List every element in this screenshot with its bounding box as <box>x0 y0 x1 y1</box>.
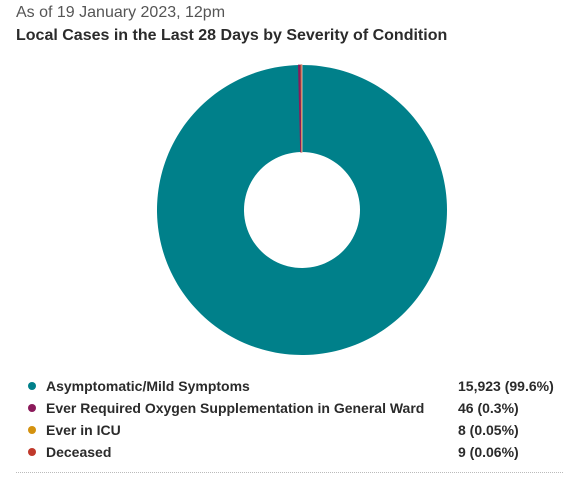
chart-legend: Asymptomatic/Mild Symptoms 15,923 (99.6%)… <box>28 375 554 463</box>
legend-label: Ever in ICU <box>46 422 121 438</box>
legend-value: 15,923 (99.6%) <box>458 378 554 394</box>
legend-value: 9 (0.06%) <box>458 444 519 460</box>
legend-value: 46 (0.3%) <box>458 400 519 416</box>
legend-label: Deceased <box>46 444 112 460</box>
legend-dot-icon <box>28 382 36 390</box>
legend-dot-icon <box>28 404 36 412</box>
legend-item[interactable]: Deceased 9 (0.06%) <box>28 441 548 463</box>
legend-item[interactable]: Ever in ICU 8 (0.05%) <box>28 419 548 441</box>
as-of-timestamp: As of 19 January 2023, 12pm <box>16 4 226 21</box>
legend-item[interactable]: Ever Required Oxygen Supplementation in … <box>28 397 548 419</box>
legend-value: 8 (0.05%) <box>458 422 519 438</box>
chart-title: Local Cases in the Last 28 Days by Sever… <box>16 27 448 44</box>
legend-dot-icon <box>28 448 36 456</box>
divider <box>16 472 563 474</box>
donut-slice-0[interactable] <box>157 65 447 356</box>
legend-label: Ever Required Oxygen Supplementation in … <box>46 400 425 416</box>
legend-item[interactable]: Asymptomatic/Mild Symptoms 15,923 (99.6%) <box>28 375 554 397</box>
legend-dot-icon <box>28 426 36 434</box>
legend-label: Asymptomatic/Mild Symptoms <box>46 378 250 394</box>
donut-chart <box>157 64 447 356</box>
